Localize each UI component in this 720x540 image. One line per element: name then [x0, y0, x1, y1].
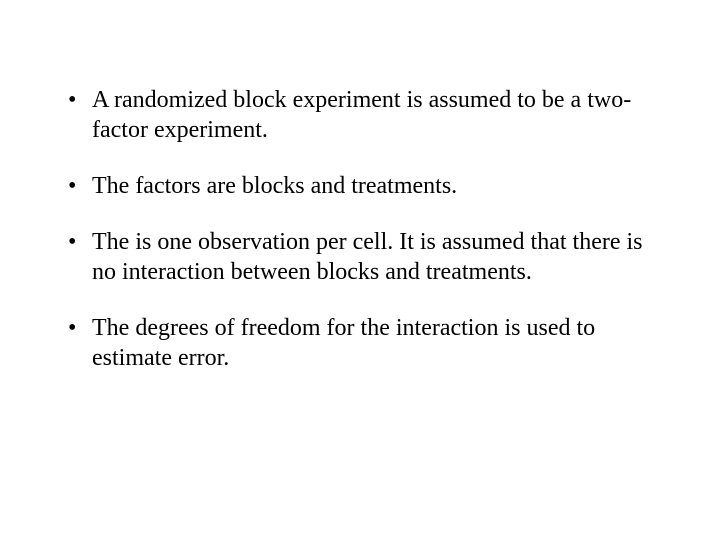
bullet-item: The factors are blocks and treatments. [60, 171, 660, 201]
bullet-item: The degrees of freedom for the interacti… [60, 313, 660, 373]
bullet-list: A randomized block experiment is assumed… [60, 85, 660, 373]
bullet-item: A randomized block experiment is assumed… [60, 85, 660, 145]
bullet-item: The is one observation per cell. It is a… [60, 227, 660, 287]
